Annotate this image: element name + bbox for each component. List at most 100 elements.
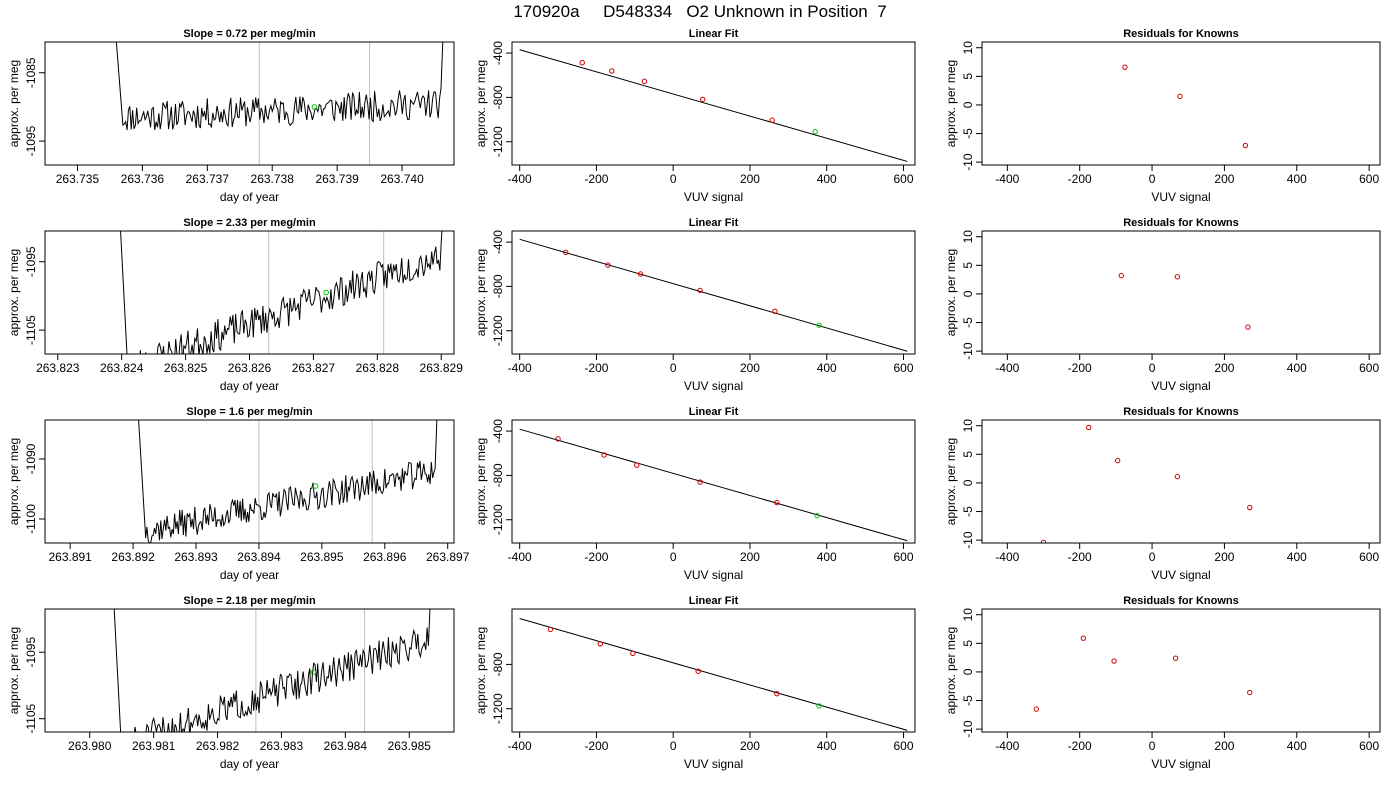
panel-title: Slope = 2.33 per meg/min <box>183 217 316 229</box>
x-tick-label: 263.982 <box>196 739 240 753</box>
x-axis-label: VUV signal <box>1151 379 1210 393</box>
x-tick-label: 263.739 <box>315 172 359 186</box>
y-tick-label: -800 <box>491 274 505 298</box>
data-layer <box>519 49 908 162</box>
y-tick-label: -10 <box>961 720 975 738</box>
x-tick-label: 263.829 <box>420 361 464 375</box>
x-tick-label: 400 <box>817 739 837 753</box>
x-tick-label: 400 <box>817 550 837 564</box>
known-point <box>1172 655 1179 661</box>
x-tick-label: 200 <box>1214 172 1234 186</box>
x-tick-label: -200 <box>1068 361 1092 375</box>
drift-trace-line <box>138 420 438 543</box>
known-point <box>547 626 554 633</box>
x-axis-label: day of year <box>220 757 279 771</box>
x-tick-label: 200 <box>1214 361 1234 375</box>
known-point <box>772 308 778 315</box>
known-point <box>1247 689 1253 696</box>
x-tick-label: -400 <box>995 172 1019 186</box>
x-tick-label: 0 <box>1149 172 1156 186</box>
x-axis-label: VUV signal <box>684 757 743 771</box>
x-axis-label: VUV signal <box>1151 757 1210 771</box>
known-point <box>605 262 611 268</box>
x-tick-label: 263.980 <box>68 739 112 753</box>
y-axis-label: approx. per meg <box>944 60 958 147</box>
plot-frame <box>981 41 1381 166</box>
y-tick-label: -5 <box>961 317 975 328</box>
data-layer <box>113 609 431 732</box>
y-axis-label: approx. per meg <box>7 249 21 336</box>
x-tick-label: 263.895 <box>300 550 344 564</box>
y-axis-label: approx. per meg <box>474 60 488 147</box>
x-tick-label: 0 <box>1149 550 1156 564</box>
x-tick-label: 400 <box>1287 361 1307 375</box>
y-tick-label: -1200 <box>491 126 505 157</box>
plot-frame <box>511 419 916 544</box>
x-tick-label: -400 <box>995 739 1019 753</box>
known-point <box>634 462 640 468</box>
unknown-point <box>311 104 318 110</box>
known-point <box>641 78 648 85</box>
known-point <box>1122 64 1128 70</box>
y-tick-label: -1095 <box>24 125 38 156</box>
x-tick-label: 0 <box>1149 361 1156 375</box>
data-layer <box>519 238 908 352</box>
data-layer <box>1033 635 1253 712</box>
panel-title: Linear Fit <box>689 595 739 607</box>
y-axis-label: approx. per meg <box>474 249 488 336</box>
plot-frame <box>981 608 1381 733</box>
x-tick-label: 200 <box>1214 550 1234 564</box>
known-point <box>1247 504 1253 511</box>
known-point <box>1174 274 1181 280</box>
x-tick-label: 263.896 <box>363 550 407 564</box>
known-point <box>1080 635 1087 641</box>
known-point <box>563 249 569 256</box>
y-tick-label: -10 <box>961 531 975 549</box>
fit-line <box>519 49 908 162</box>
unknown-point <box>312 483 319 489</box>
panel-title: Linear Fit <box>689 217 739 229</box>
panel-title: Residuals for Knowns <box>1123 595 1239 607</box>
drift-panel-2: Slope = 2.33 per meg/min day of year appro… <box>7 217 464 393</box>
y-tick-label: -400 <box>491 230 505 254</box>
y-axis-label: approx. per meg <box>7 438 21 525</box>
x-tick-label: 263.981 <box>132 739 176 753</box>
fit-line <box>519 238 908 352</box>
plot-frame <box>981 419 1381 544</box>
drift-trace-line <box>115 42 444 131</box>
x-tick-label: 600 <box>893 550 913 564</box>
y-tick-label: -1200 <box>491 315 505 346</box>
y-tick-label: 5 <box>961 451 975 458</box>
drift-panel-4: Slope = 2.18 per meg/min day of year appro… <box>7 595 455 771</box>
x-tick-label: 263.823 <box>36 361 80 375</box>
y-tick-label: 0 <box>961 101 975 108</box>
x-tick-label: 600 <box>1359 172 1379 186</box>
x-tick-label: 263.735 <box>56 172 100 186</box>
x-axis-label: VUV signal <box>1151 190 1210 204</box>
x-axis-label: day of year <box>220 379 279 393</box>
known-point <box>1040 539 1047 543</box>
data-layer <box>115 42 444 165</box>
unknown-point <box>812 129 818 135</box>
y-tick-label: -10 <box>961 153 975 171</box>
data-layer <box>120 231 443 354</box>
figure-title: 170920a D548334 O2 Unknown in Position 7 <box>513 2 887 21</box>
unknown-point <box>323 289 329 296</box>
x-tick-label: 263.738 <box>251 172 295 186</box>
y-tick-label: -1085 <box>24 57 38 88</box>
fit-panel-4: Linear Fit VUV signal approx. per meg -400 -… <box>474 595 916 771</box>
x-tick-label: -400 <box>508 361 532 375</box>
known-point <box>555 436 561 442</box>
x-tick-label: 263.826 <box>228 361 272 375</box>
y-tick-label: -800 <box>491 652 505 676</box>
x-axis-label: VUV signal <box>684 568 743 582</box>
x-tick-label: 263.893 <box>174 550 218 564</box>
y-tick-label: 10 <box>961 419 975 433</box>
unknown-point <box>816 703 822 709</box>
x-tick-label: 200 <box>740 739 760 753</box>
plot-frame <box>981 230 1381 355</box>
plot-frame <box>44 41 455 166</box>
